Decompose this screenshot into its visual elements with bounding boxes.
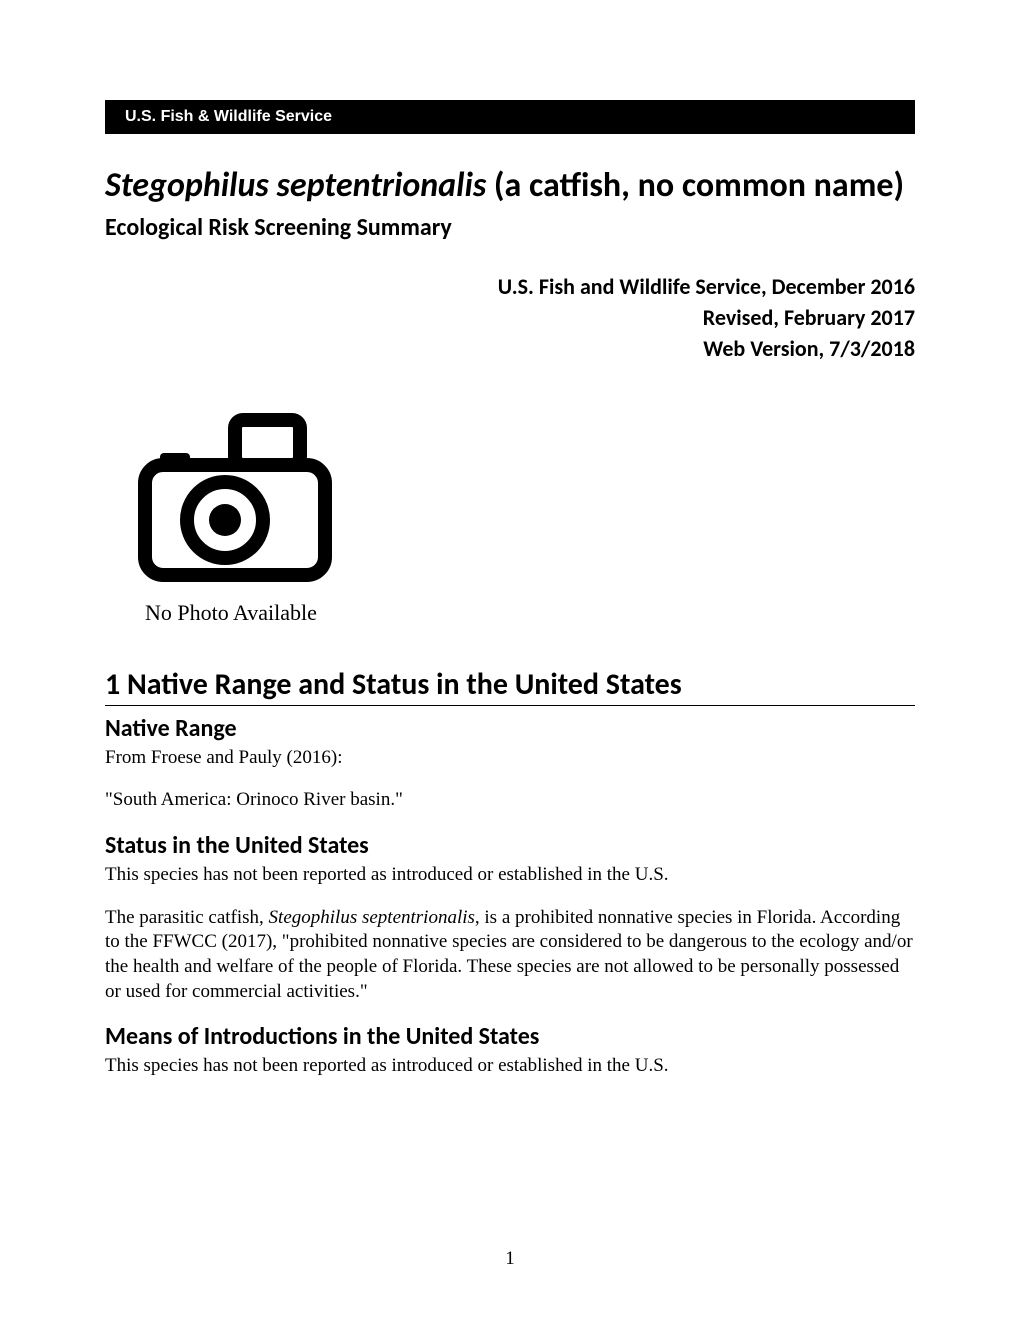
document-title: Stegophilus septentrionalis (a catfish, …	[105, 164, 915, 208]
no-photo-caption: No Photo Available	[145, 600, 915, 626]
native-range-quote: "South America: Orinoco River basin."	[105, 788, 915, 813]
means-heading: Means of Introductions in the United Sta…	[105, 1022, 915, 1051]
native-range-source: From Froese and Pauly (2016):	[105, 746, 915, 771]
native-range-heading: Native Range	[105, 714, 915, 743]
date-line-1: U.S. Fish and Wildlife Service, December…	[105, 272, 915, 303]
status-para-1: This species has not been reported as in…	[105, 863, 915, 888]
means-para-1: This species has not been reported as in…	[105, 1054, 915, 1079]
status-para-2-species: Stegophilus septentrionalis	[269, 907, 475, 928]
camera-icon	[105, 405, 915, 600]
status-para-2: The parasitic catfish, Stegophilus septe…	[105, 906, 915, 1005]
agency-header-bar: U.S. Fish & Wildlife Service	[105, 100, 915, 134]
status-para-2-pre: The parasitic catfish,	[105, 907, 269, 928]
status-heading: Status in the United States	[105, 831, 915, 860]
agency-name: U.S. Fish & Wildlife Service	[125, 108, 332, 125]
date-info-block: U.S. Fish and Wildlife Service, December…	[105, 272, 915, 364]
date-line-3: Web Version, 7/3/2018	[105, 334, 915, 365]
species-name: Stegophilus septentrionalis	[105, 165, 486, 206]
section-1-heading: 1 Native Range and Status in the United …	[105, 666, 915, 706]
species-description: (a catfish, no common name)	[486, 165, 904, 206]
document-subtitle: Ecological Risk Screening Summary	[105, 213, 915, 242]
page-number: 1	[505, 1248, 515, 1270]
date-line-2: Revised, February 2017	[105, 303, 915, 334]
